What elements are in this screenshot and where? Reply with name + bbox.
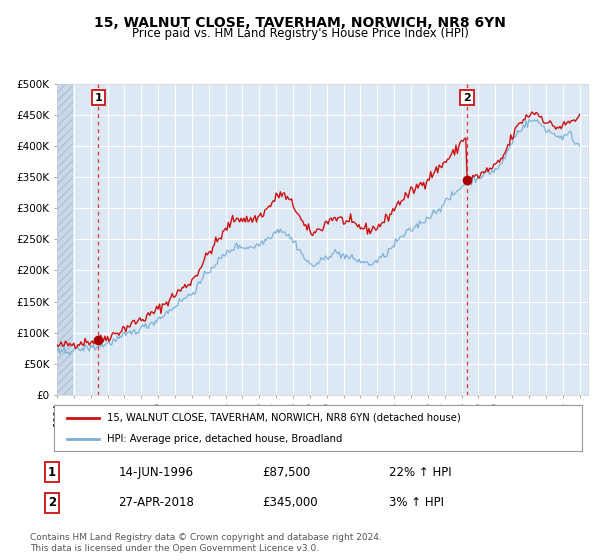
- Text: 3% ↑ HPI: 3% ↑ HPI: [389, 496, 444, 510]
- Text: HPI: Average price, detached house, Broadland: HPI: Average price, detached house, Broa…: [107, 435, 342, 444]
- Text: 1: 1: [48, 465, 56, 479]
- Text: £345,000: £345,000: [262, 496, 317, 510]
- Bar: [57, 84, 73, 395]
- Text: 14-JUN-1996: 14-JUN-1996: [118, 465, 193, 479]
- Text: 15, WALNUT CLOSE, TAVERHAM, NORWICH, NR8 6YN (detached house): 15, WALNUT CLOSE, TAVERHAM, NORWICH, NR8…: [107, 413, 461, 423]
- Text: 22% ↑ HPI: 22% ↑ HPI: [389, 465, 451, 479]
- Text: 15, WALNUT CLOSE, TAVERHAM, NORWICH, NR8 6YN: 15, WALNUT CLOSE, TAVERHAM, NORWICH, NR8…: [94, 16, 506, 30]
- Text: 1: 1: [95, 92, 103, 102]
- Text: 27-APR-2018: 27-APR-2018: [118, 496, 194, 510]
- Text: Contains HM Land Registry data © Crown copyright and database right 2024.
This d: Contains HM Land Registry data © Crown c…: [30, 533, 382, 553]
- Text: Price paid vs. HM Land Registry's House Price Index (HPI): Price paid vs. HM Land Registry's House …: [131, 27, 469, 40]
- Text: 2: 2: [48, 496, 56, 510]
- Text: £87,500: £87,500: [262, 465, 310, 479]
- Text: 2: 2: [463, 92, 471, 102]
